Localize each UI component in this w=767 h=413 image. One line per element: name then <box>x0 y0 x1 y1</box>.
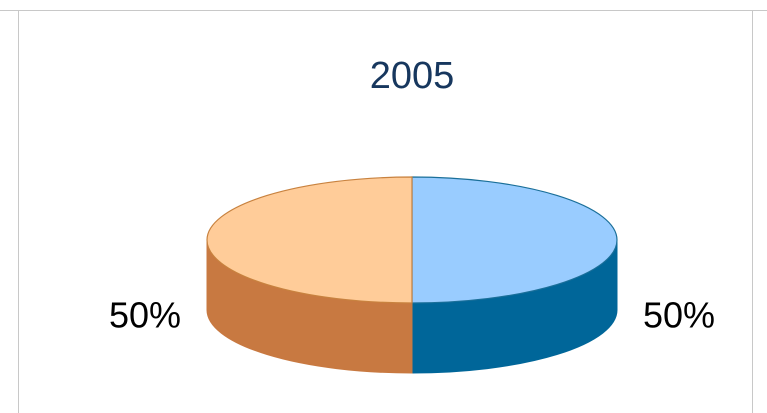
pie-slice <box>206 176 413 304</box>
chart-title: 2005 <box>370 55 455 97</box>
data-label: 50% <box>109 295 181 336</box>
data-label: 50% <box>643 295 715 336</box>
pie-slice <box>411 176 618 304</box>
